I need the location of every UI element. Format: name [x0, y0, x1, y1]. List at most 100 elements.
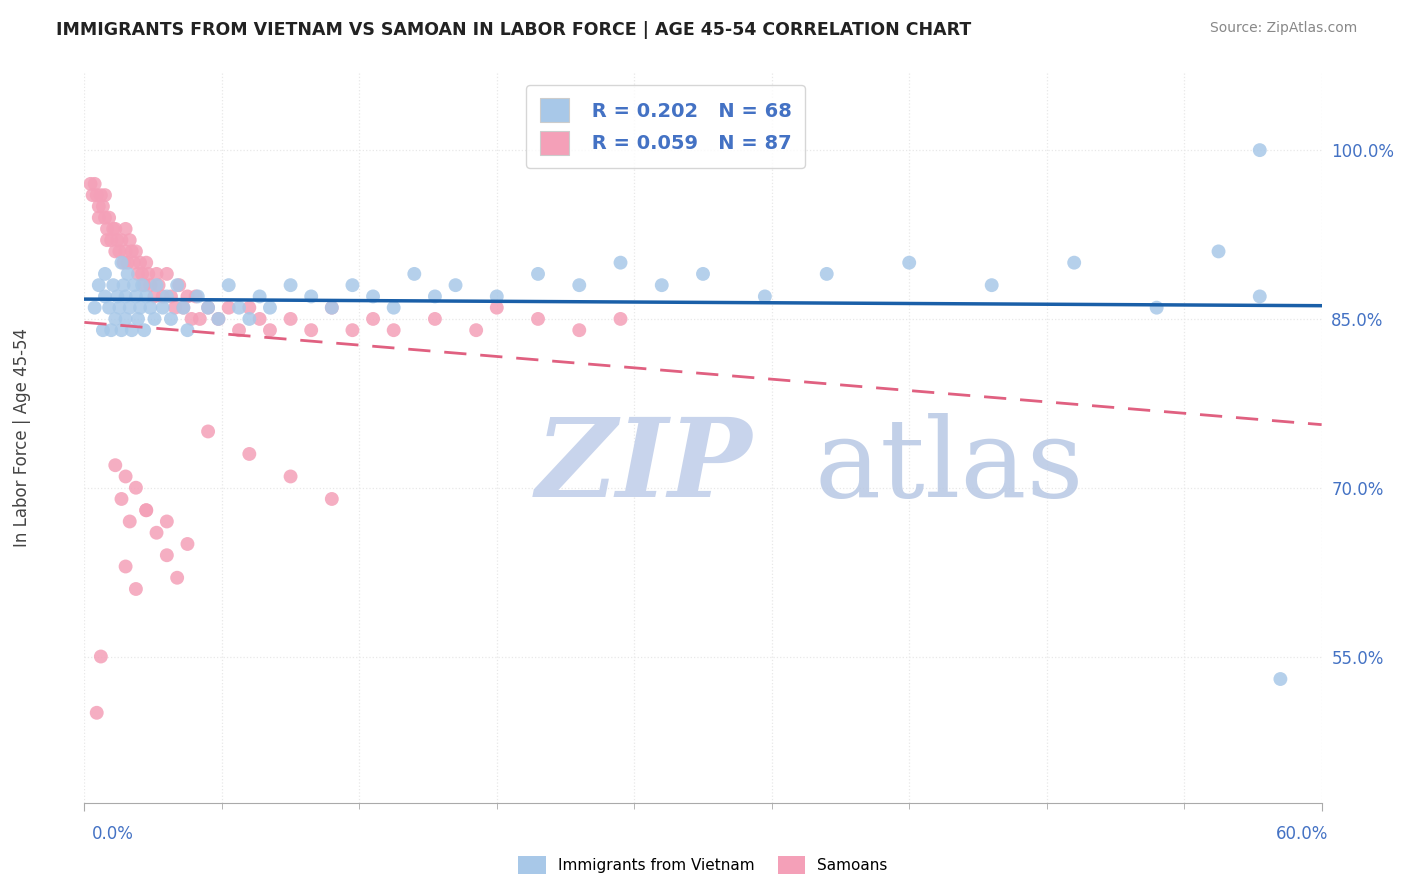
Point [404, 267, 426, 281]
Point [1146, 301, 1168, 315]
Point [485, 289, 508, 303]
Point [96, 233, 118, 247]
Point [148, 278, 170, 293]
Point [117, 255, 139, 269]
Point [131, 267, 153, 281]
Point [87, 211, 110, 225]
Point [197, 301, 219, 315]
Point [238, 301, 260, 315]
Point [1270, 672, 1292, 686]
Point [361, 312, 384, 326]
Point [122, 278, 145, 293]
Point [176, 323, 198, 337]
Point [127, 312, 149, 326]
Point [172, 301, 194, 315]
Point [91, 199, 114, 213]
Point [280, 278, 302, 293]
Point [135, 503, 157, 517]
Point [110, 323, 132, 337]
Point [444, 278, 467, 293]
Point [609, 312, 631, 326]
Point [79, 177, 101, 191]
Point [238, 312, 260, 326]
Point [105, 233, 128, 247]
Point [1249, 289, 1271, 303]
Point [160, 289, 183, 303]
Point [188, 312, 211, 326]
Point [129, 255, 152, 269]
Point [145, 267, 167, 281]
Point [165, 301, 187, 315]
Point [152, 289, 174, 303]
Point [100, 233, 122, 247]
Point [692, 267, 714, 281]
Point [108, 301, 131, 315]
Point [187, 289, 209, 303]
Point [527, 312, 550, 326]
Point [754, 289, 776, 303]
Point [91, 323, 114, 337]
Point [280, 312, 302, 326]
Point [110, 491, 132, 506]
Point [898, 255, 921, 269]
Point [114, 289, 136, 303]
Point [129, 301, 152, 315]
Text: ZIP: ZIP [536, 413, 752, 520]
Point [299, 289, 322, 303]
Point [980, 278, 1002, 293]
Point [197, 301, 219, 315]
Point [114, 244, 136, 259]
Point [121, 244, 143, 259]
Point [465, 323, 488, 337]
Point [184, 289, 207, 303]
Point [361, 289, 384, 303]
Point [122, 255, 145, 269]
Point [143, 312, 166, 326]
Point [135, 289, 157, 303]
Point [218, 278, 240, 293]
Point [104, 458, 127, 473]
Point [112, 278, 135, 293]
Point [96, 222, 118, 236]
Point [259, 301, 281, 315]
Text: 0.0%: 0.0% [91, 825, 134, 843]
Point [86, 706, 108, 720]
Point [98, 301, 121, 315]
Point [87, 278, 110, 293]
Point [108, 244, 131, 259]
Point [87, 199, 110, 213]
Point [104, 244, 127, 259]
Point [382, 301, 405, 315]
Point [134, 323, 156, 337]
Point [207, 312, 229, 326]
Point [83, 301, 105, 315]
Point [125, 289, 148, 303]
Point [105, 289, 128, 303]
Point [136, 267, 159, 281]
Point [104, 222, 127, 236]
Point [238, 447, 260, 461]
Point [156, 515, 179, 529]
Point [110, 233, 132, 247]
Point [145, 278, 167, 293]
Point [485, 301, 508, 315]
Point [568, 278, 591, 293]
Point [342, 323, 364, 337]
Point [121, 323, 143, 337]
Text: atlas: atlas [814, 413, 1084, 520]
Point [342, 278, 364, 293]
Point [125, 582, 148, 596]
Point [114, 559, 136, 574]
Point [299, 323, 322, 337]
Point [135, 255, 157, 269]
Point [172, 301, 194, 315]
Point [118, 301, 141, 315]
Point [103, 278, 125, 293]
Point [160, 312, 183, 326]
Point [166, 278, 188, 293]
Point [382, 323, 405, 337]
Point [815, 267, 838, 281]
Text: IMMIGRANTS FROM VIETNAM VS SAMOAN IN LABOR FORCE | AGE 45-54 CORRELATION CHART: IMMIGRANTS FROM VIETNAM VS SAMOAN IN LAB… [56, 21, 972, 38]
Point [423, 312, 446, 326]
Point [152, 301, 174, 315]
